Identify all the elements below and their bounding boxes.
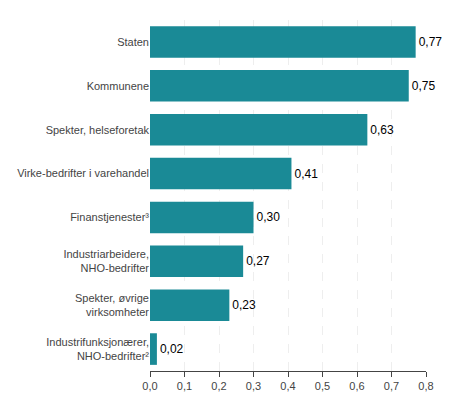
svg-text:0,41: 0,41	[294, 167, 318, 181]
svg-text:0,30: 0,30	[257, 210, 281, 224]
svg-text:0,6: 0,6	[349, 380, 364, 392]
svg-text:0,02: 0,02	[160, 342, 184, 356]
svg-text:Industriarbeidere,NHO-bedrifte: Industriarbeidere,NHO-bedrifter	[63, 248, 149, 274]
svg-text:0,75: 0,75	[412, 79, 436, 93]
svg-text:0,77: 0,77	[419, 35, 443, 49]
svg-text:Finanstjenester³: Finanstjenester³	[70, 211, 149, 223]
svg-text:Virke-bedrifter i varehandel: Virke-bedrifter i varehandel	[17, 167, 149, 179]
svg-text:0,0: 0,0	[142, 380, 157, 392]
svg-text:0,5: 0,5	[315, 380, 330, 392]
svg-text:0,8: 0,8	[418, 380, 433, 392]
svg-text:0,63: 0,63	[370, 123, 394, 137]
svg-text:0,7: 0,7	[384, 380, 399, 392]
svg-text:0,4: 0,4	[280, 380, 295, 392]
svg-text:0,1: 0,1	[177, 380, 192, 392]
svg-text:0,23: 0,23	[232, 298, 256, 312]
svg-text:Staten: Staten	[117, 36, 149, 48]
svg-text:0,2: 0,2	[211, 380, 226, 392]
svg-text:0,27: 0,27	[246, 254, 270, 268]
svg-text:0,3: 0,3	[246, 380, 261, 392]
svg-text:Spekter, helseforetak: Spekter, helseforetak	[46, 124, 150, 136]
svg-text:Industrifunksjonærer,NHO-bedri: Industrifunksjonærer,NHO-bedrifter²	[46, 336, 149, 362]
svg-text:Spekter, øvrigevirksomheter: Spekter, øvrigevirksomheter	[75, 292, 149, 318]
svg-text:Kommunene: Kommunene	[87, 80, 149, 92]
